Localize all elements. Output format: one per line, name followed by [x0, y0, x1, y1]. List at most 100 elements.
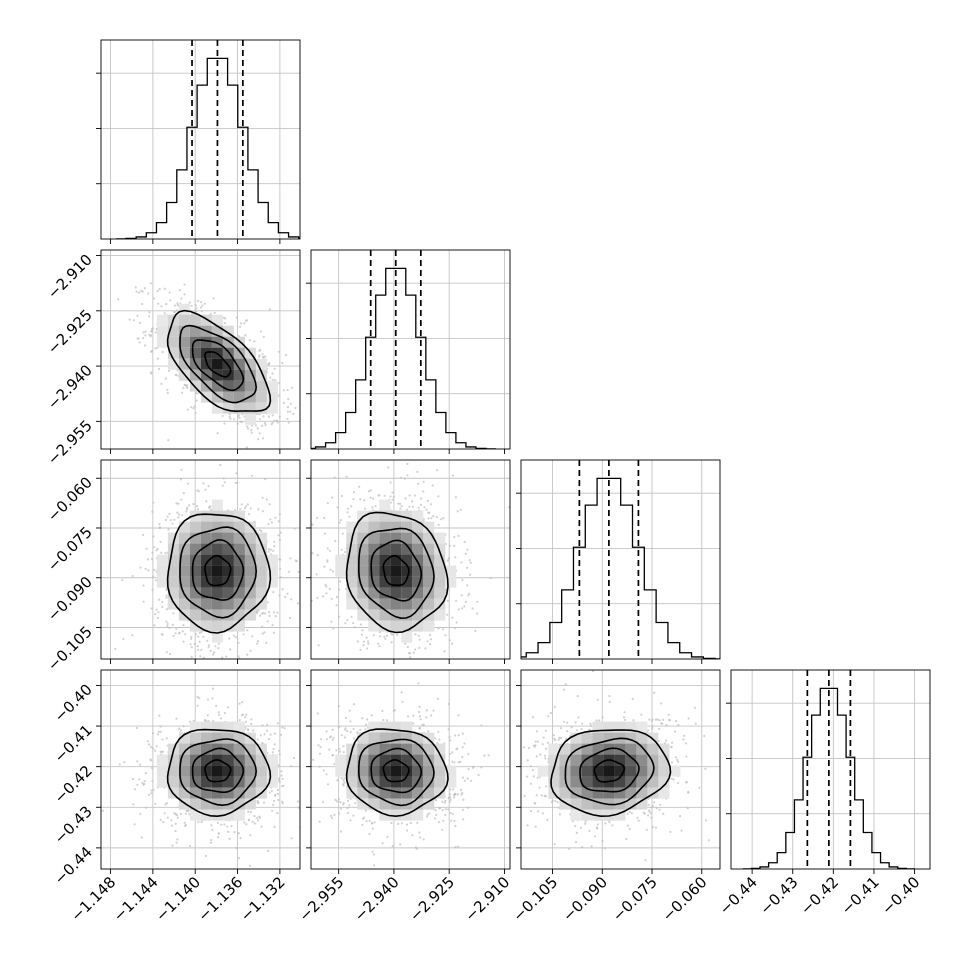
sample-point — [302, 511, 304, 513]
density-cell — [200, 314, 212, 326]
sample-point — [198, 640, 201, 644]
density-cell — [189, 347, 201, 359]
sample-point — [240, 421, 243, 424]
density-cell — [156, 314, 168, 326]
density-cell — [255, 532, 267, 544]
density-cell — [189, 565, 201, 577]
sample-point — [132, 803, 135, 806]
sample-point — [156, 616, 159, 620]
density-cell — [255, 369, 267, 381]
density-cell — [233, 576, 245, 588]
density-cell — [167, 565, 179, 577]
sample-point — [246, 653, 249, 656]
density-cell — [156, 554, 168, 566]
sample-point — [161, 738, 164, 741]
density-cell — [244, 532, 256, 544]
density-cell — [200, 787, 212, 799]
sample-point — [161, 660, 163, 662]
density-cell — [233, 554, 245, 566]
density-cell — [200, 743, 212, 755]
density-cell — [368, 620, 380, 632]
sample-point — [195, 307, 198, 310]
sample-point — [181, 514, 184, 517]
sample-point — [466, 548, 469, 551]
sample-point — [244, 716, 247, 719]
sample-point — [451, 751, 454, 754]
sample-point — [176, 816, 179, 819]
sample-point — [389, 495, 392, 498]
sample-point — [175, 627, 178, 630]
density-cell — [178, 598, 190, 610]
sample-point — [143, 344, 146, 347]
sample-point — [237, 415, 240, 418]
sample-point — [267, 849, 270, 853]
density-cell — [189, 521, 201, 533]
sample-point — [460, 594, 463, 597]
sample-point — [188, 813, 191, 816]
sample-point — [190, 646, 193, 649]
sample-point — [192, 407, 195, 410]
sample-point — [118, 763, 121, 766]
sample-point — [331, 570, 334, 573]
density-cell — [346, 543, 358, 555]
sample-point — [232, 634, 235, 637]
sample-point — [173, 518, 176, 521]
sample-point — [437, 627, 440, 630]
density-cell — [189, 765, 201, 777]
sample-point — [326, 547, 329, 550]
density-cell — [390, 554, 402, 566]
sample-point — [208, 506, 211, 509]
sample-point — [253, 340, 256, 343]
density-cell — [368, 598, 380, 610]
sample-point — [114, 647, 117, 651]
density-cell — [368, 510, 380, 522]
y-tick-label-3-1: −0.43 — [51, 802, 96, 847]
density-cell — [211, 336, 223, 348]
sample-point — [412, 722, 415, 725]
sample-point — [468, 592, 471, 595]
sample-point — [330, 597, 333, 600]
histogram-0 — [115, 57, 300, 239]
sample-point — [264, 478, 267, 481]
sample-point — [377, 642, 380, 645]
density-cell — [222, 325, 234, 337]
sample-point — [206, 714, 209, 717]
sample-point — [144, 567, 147, 570]
sample-point — [122, 638, 125, 641]
sample-point — [193, 405, 196, 408]
density-cell — [200, 576, 212, 588]
density-cell — [255, 565, 267, 577]
density-cell — [244, 521, 256, 533]
sample-point — [335, 604, 338, 607]
sample-point — [214, 645, 217, 648]
sample-point — [250, 429, 253, 432]
sample-point — [204, 719, 207, 722]
sample-point — [277, 520, 281, 523]
sample-point — [229, 648, 232, 651]
density-cell — [255, 402, 267, 414]
sample-point — [163, 812, 166, 815]
sample-point — [196, 505, 199, 508]
density-cell — [368, 565, 380, 577]
sample-point — [408, 652, 411, 655]
density-cell — [189, 743, 201, 755]
sample-point — [234, 481, 237, 484]
sample-point — [152, 575, 155, 578]
sample-point — [422, 688, 424, 690]
density-cell — [200, 620, 212, 632]
sample-point — [152, 297, 156, 300]
density-cell — [255, 358, 267, 370]
sample-point — [293, 527, 296, 530]
sample-point — [263, 733, 266, 736]
sample-point — [144, 772, 148, 775]
density-cell — [368, 543, 380, 555]
density-cell — [357, 532, 369, 544]
sample-point — [246, 629, 249, 632]
sample-point — [217, 647, 220, 650]
sample-point — [416, 470, 419, 473]
sample-point — [225, 655, 228, 658]
sample-point — [165, 737, 168, 740]
density-cell — [357, 587, 369, 599]
sample-point — [312, 386, 314, 388]
sample-point — [249, 507, 252, 510]
